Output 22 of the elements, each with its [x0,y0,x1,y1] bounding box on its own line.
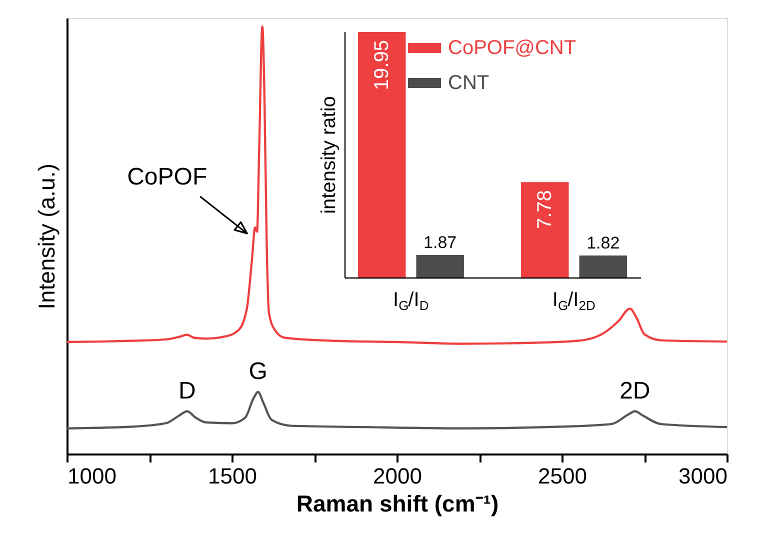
x-tick-label: 2000 [373,464,422,488]
y-axis-title: Intensity (a.u.) [34,164,60,310]
x-tick-label: 2500 [538,464,587,488]
bar [358,32,406,278]
data-label: 1.87 [424,232,457,252]
legend-label: CoPOF@CNT [448,37,576,59]
data-label: 1.82 [586,234,620,253]
x-axis-title: Raman shift (cm⁻¹) [296,490,499,516]
bar [521,182,569,278]
y-axis-title: intensity ratio [318,96,340,214]
bar [416,254,464,278]
bar [579,256,627,278]
data-label: 7.78 [534,190,556,230]
x-tick-label: 3000 [678,464,728,488]
legend-label: CNT [448,72,490,94]
annotation: G [248,358,268,386]
annotation: D [178,377,196,404]
annotation: 2D [620,377,650,404]
data-label: 19.95 [370,40,393,90]
x-tick-label: 1500 [208,464,257,488]
x-tick-label: 1000 [68,464,116,488]
annotation: CoPOF [127,163,208,190]
